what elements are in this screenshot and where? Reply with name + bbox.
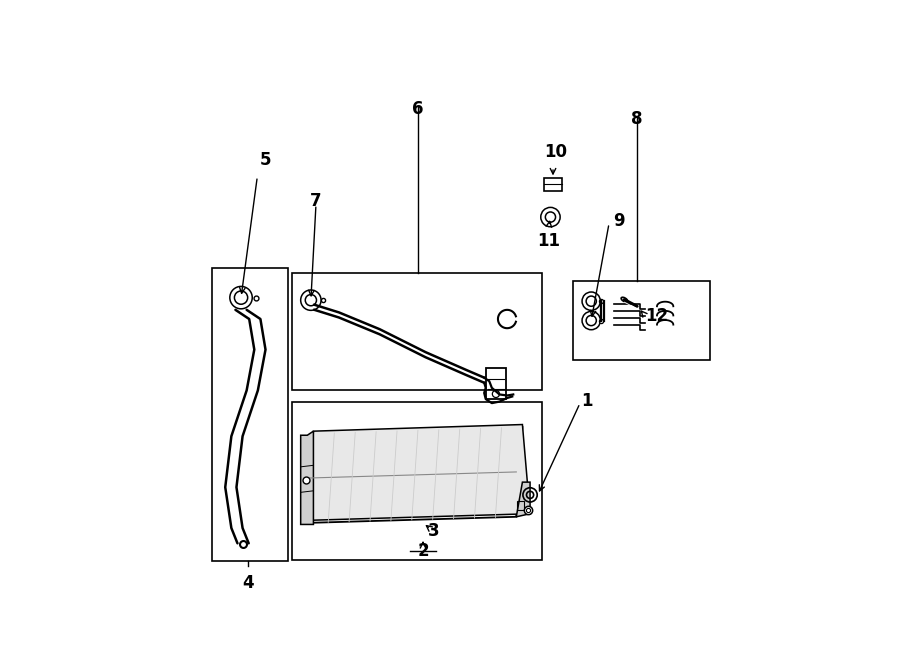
Text: 2: 2 xyxy=(418,542,428,560)
Text: 1: 1 xyxy=(581,392,592,410)
Bar xyxy=(544,178,562,191)
Bar xyxy=(486,369,506,399)
Bar xyxy=(517,501,524,510)
Bar xyxy=(292,402,542,559)
Text: 5: 5 xyxy=(259,151,271,169)
Bar xyxy=(212,268,288,561)
Text: 8: 8 xyxy=(632,110,643,128)
Bar xyxy=(292,273,542,391)
Text: 6: 6 xyxy=(412,100,424,118)
Polygon shape xyxy=(307,424,530,520)
Text: 7: 7 xyxy=(310,191,322,210)
Text: 12: 12 xyxy=(644,307,668,326)
Text: 10: 10 xyxy=(544,143,567,161)
Text: 4: 4 xyxy=(242,574,254,592)
Text: 11: 11 xyxy=(537,232,561,250)
Polygon shape xyxy=(301,431,313,524)
Bar xyxy=(573,281,710,359)
Text: 3: 3 xyxy=(428,522,440,540)
Text: 9: 9 xyxy=(614,212,626,230)
Ellipse shape xyxy=(621,297,627,302)
Polygon shape xyxy=(517,482,530,517)
Polygon shape xyxy=(307,427,522,523)
